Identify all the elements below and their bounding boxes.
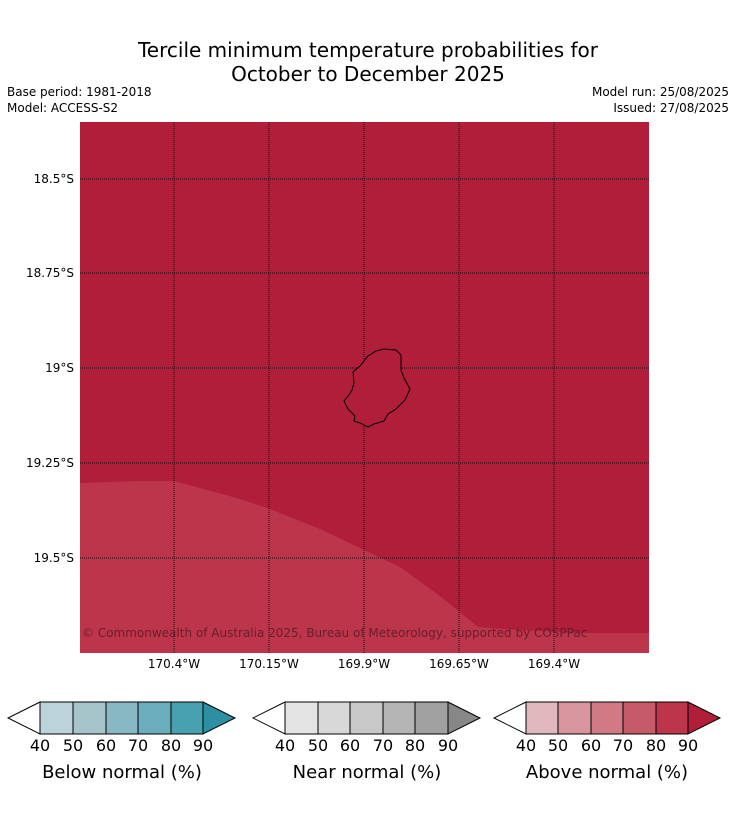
near-swatch-5 bbox=[414, 701, 449, 735]
legend-below-bar bbox=[6, 701, 237, 735]
below-tick-90: 90 bbox=[192, 736, 214, 755]
legend-title-near: Near normal (%) bbox=[292, 762, 442, 783]
chart-title: Tercile minimum temperature probabilitie… bbox=[0, 38, 736, 86]
lat-label-5: 19.5°S bbox=[33, 551, 74, 565]
near-swatch-2 bbox=[317, 701, 351, 735]
below-tick-60: 60 bbox=[95, 736, 117, 755]
copyright-notice: © Commonwealth of Australia 2025, Bureau… bbox=[82, 626, 588, 640]
above-swatch-5 bbox=[655, 701, 689, 735]
above-tick-50: 50 bbox=[547, 736, 569, 755]
near-tick-60: 60 bbox=[339, 736, 361, 755]
near-swatch-1 bbox=[284, 701, 319, 735]
above-tick-90: 90 bbox=[677, 736, 699, 755]
above-swatch-1 bbox=[525, 701, 559, 735]
lat-label-1: 18.5°S bbox=[33, 172, 74, 186]
lat-label-4: 19.25°S bbox=[26, 456, 74, 470]
lat-label-2: 18.75°S bbox=[26, 266, 74, 280]
near-tick-40: 40 bbox=[274, 736, 296, 755]
near-extend-low bbox=[251, 701, 286, 735]
map-area bbox=[80, 122, 649, 653]
near-tick-50: 50 bbox=[307, 736, 329, 755]
above-extend-high bbox=[687, 701, 722, 735]
below-swatch-1 bbox=[39, 701, 74, 735]
below-extend-low bbox=[6, 701, 41, 735]
lon-label-3: 169.9°W bbox=[337, 657, 391, 671]
legend-above-bar bbox=[492, 701, 722, 735]
below-tick-80: 80 bbox=[160, 736, 182, 755]
legend-near-bar bbox=[251, 701, 482, 735]
above-extend-low bbox=[492, 701, 527, 735]
meta-left: Base period: 1981-2018 Model: ACCESS-S2 bbox=[7, 84, 152, 116]
below-swatch-3 bbox=[105, 701, 139, 735]
above-tick-60: 60 bbox=[580, 736, 602, 755]
below-swatch-5 bbox=[170, 701, 204, 735]
island-outline bbox=[343, 348, 411, 428]
title-line-1: Tercile minimum temperature probabilitie… bbox=[137, 38, 599, 62]
grid-lines bbox=[80, 122, 649, 653]
below-tick-70: 70 bbox=[127, 736, 149, 755]
lon-label-4: 169.65°W bbox=[429, 657, 489, 671]
above-swatch-3 bbox=[590, 701, 624, 735]
model-name: Model: ACCESS-S2 bbox=[7, 101, 119, 115]
below-extend-high bbox=[202, 701, 237, 735]
below-swatch-2 bbox=[72, 701, 107, 735]
legend-title-above: Above normal (%) bbox=[525, 762, 689, 783]
lon-label-1: 170.4°W bbox=[147, 657, 201, 671]
above-swatch-4 bbox=[622, 701, 657, 735]
lat-label-3: 19°S bbox=[45, 361, 74, 375]
near-swatch-4 bbox=[382, 701, 416, 735]
model-run: Model run: 25/08/2025 bbox=[591, 85, 729, 99]
near-tick-90: 90 bbox=[437, 736, 459, 755]
issued-date: Issued: 27/08/2025 bbox=[613, 101, 729, 115]
title-line-2: October to December 2025 bbox=[231, 62, 505, 86]
above-tick-80: 80 bbox=[645, 736, 667, 755]
near-extend-high bbox=[447, 701, 482, 735]
lon-label-5: 169.4°W bbox=[527, 657, 581, 671]
below-tick-50: 50 bbox=[62, 736, 84, 755]
near-tick-70: 70 bbox=[372, 736, 394, 755]
lon-label-2: 170.15°W bbox=[239, 657, 299, 671]
below-tick-40: 40 bbox=[29, 736, 51, 755]
legend-title-below: Below normal (%) bbox=[42, 762, 202, 783]
legend-colorbars bbox=[6, 701, 722, 735]
above-swatch-2 bbox=[557, 701, 592, 735]
above-tick-40: 40 bbox=[515, 736, 537, 755]
near-swatch-3 bbox=[349, 701, 384, 735]
base-period: Base period: 1981-2018 bbox=[7, 85, 152, 99]
above-tick-70: 70 bbox=[612, 736, 634, 755]
meta-right: Model run: 25/08/2025 Issued: 27/08/2025 bbox=[592, 84, 729, 116]
below-swatch-4 bbox=[137, 701, 172, 735]
near-tick-80: 80 bbox=[404, 736, 426, 755]
